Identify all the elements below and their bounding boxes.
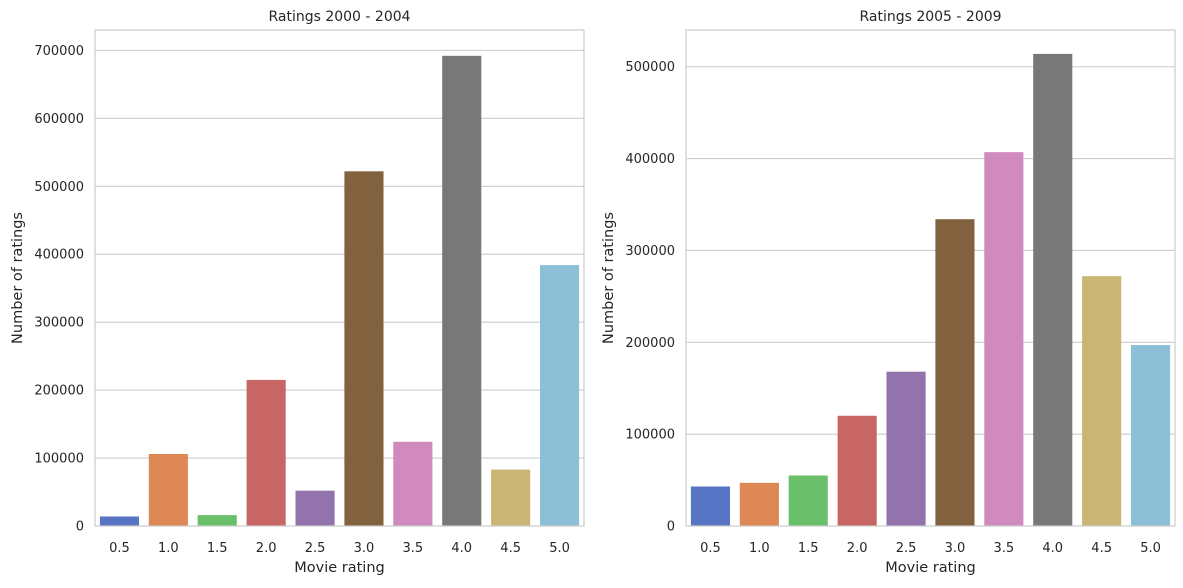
- y-tick-label: 300000: [625, 244, 675, 259]
- y-tick-label: 600000: [34, 112, 84, 127]
- y-tick-label: 400000: [625, 152, 675, 167]
- x-tick-label: 2.0: [256, 541, 277, 556]
- x-tick-label: 1.5: [798, 541, 819, 556]
- y-axis-label: Number of ratings: [10, 212, 26, 344]
- bar-2.0: [246, 379, 286, 526]
- y-tick-label: 100000: [625, 428, 675, 443]
- x-tick-label: 4.0: [451, 541, 472, 556]
- bar-1.0: [739, 482, 779, 526]
- bar-2.5: [886, 371, 926, 526]
- bar-3.5: [984, 152, 1024, 526]
- bar-5.0: [1130, 345, 1171, 526]
- bar-4.0: [1033, 53, 1073, 527]
- bar-5.0: [539, 265, 580, 526]
- x-tick-label: 2.5: [305, 541, 326, 556]
- x-tick-label: 1.0: [749, 541, 770, 556]
- bar-4.5: [1082, 276, 1122, 526]
- y-tick-label: 0: [76, 520, 84, 535]
- x-tick-label: 2.0: [847, 541, 868, 556]
- chart-title: Ratings 2005 - 2009: [859, 9, 1001, 25]
- bar-1.5: [788, 475, 828, 526]
- x-tick-label: 3.0: [354, 541, 375, 556]
- bar-4.0: [442, 55, 482, 526]
- y-tick-label: 500000: [625, 60, 675, 75]
- x-tick-label: 1.0: [158, 541, 179, 556]
- x-tick-label: 0.5: [700, 541, 721, 556]
- y-tick-label: 0: [667, 520, 675, 535]
- y-tick-label: 700000: [34, 44, 84, 59]
- x-tick-label: 4.5: [1091, 541, 1112, 556]
- x-tick-label: 2.5: [896, 541, 917, 556]
- y-tick-label: 400000: [34, 248, 84, 263]
- x-tick-label: 1.5: [207, 541, 228, 556]
- y-axis-label: Number of ratings: [601, 212, 617, 344]
- chart-1: 0 100000 200000 300000 400000 500000 600000 700…: [10, 9, 585, 576]
- x-axis-label: Movie rating: [294, 560, 384, 576]
- x-tick-label: 4.5: [500, 541, 521, 556]
- plot-frame: [94, 29, 585, 527]
- y-tick-label: 500000: [34, 180, 84, 195]
- bar-1.5: [197, 515, 237, 526]
- bar-3.0: [344, 171, 384, 526]
- x-tick-label: 0.5: [109, 541, 130, 556]
- bar-3.5: [393, 441, 433, 526]
- bar-0.5: [99, 516, 140, 526]
- y-tick-label: 200000: [625, 336, 675, 351]
- x-tick-label: 3.5: [403, 541, 424, 556]
- x-tick-label: 3.5: [994, 541, 1015, 556]
- x-tick-label: 3.0: [945, 541, 966, 556]
- chart-title: Ratings 2000 - 2004: [268, 9, 410, 25]
- bar-2.5: [295, 490, 335, 526]
- x-tick-label: 5.0: [1140, 541, 1161, 556]
- y-tick-label: 100000: [34, 452, 84, 467]
- y-tick-label: 200000: [34, 384, 84, 399]
- plot-frame: [685, 29, 1176, 527]
- bar-2.0: [837, 415, 877, 526]
- bar-0.5: [690, 486, 731, 526]
- chart-2: 0 100000 200000 300000 400000 500000 0.5 1.0 1.5…: [601, 9, 1176, 576]
- x-axis-label: Movie rating: [885, 560, 975, 576]
- bar-1.0: [148, 453, 188, 526]
- x-tick-label: 4.0: [1042, 541, 1063, 556]
- x-tick-label: 5.0: [549, 541, 570, 556]
- bar-3.0: [935, 219, 975, 526]
- bar-4.5: [491, 469, 531, 526]
- y-tick-label: 300000: [34, 316, 84, 331]
